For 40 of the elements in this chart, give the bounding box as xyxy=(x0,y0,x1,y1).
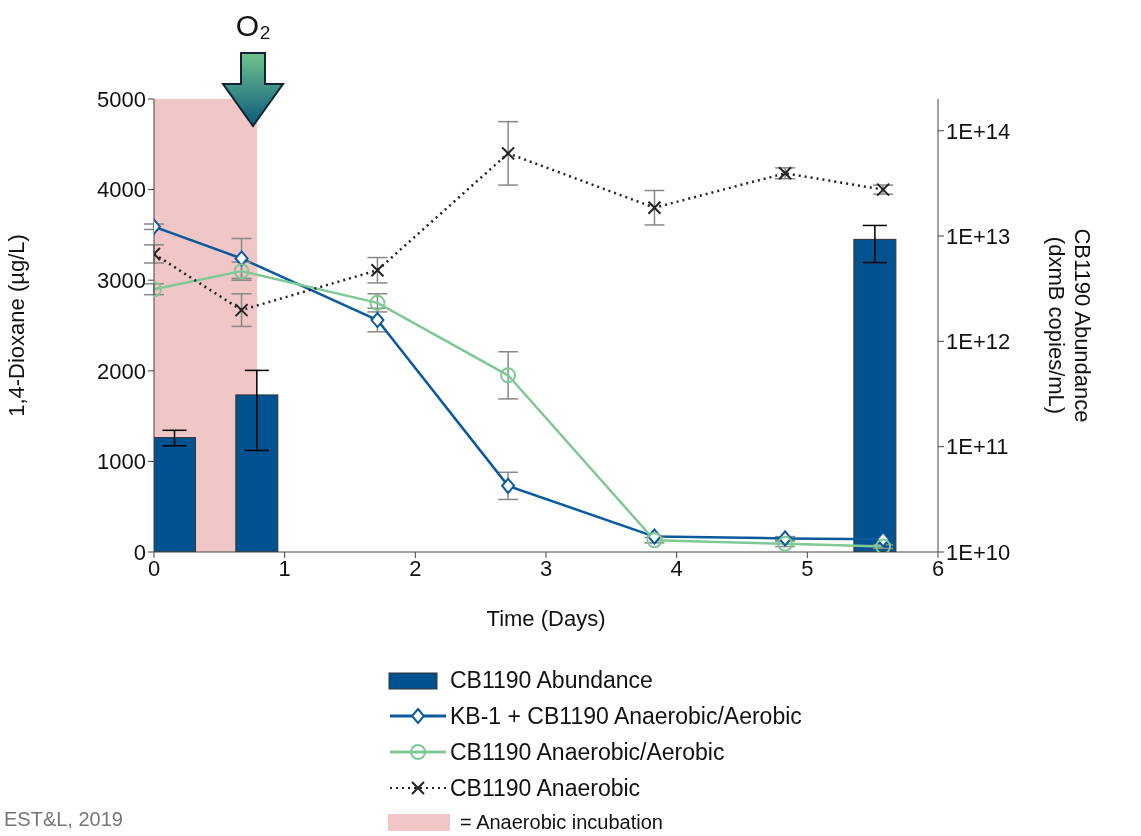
y2-tick-label: 1E+12 xyxy=(946,329,1011,355)
point xyxy=(370,312,385,329)
y2-tick-label: 1E+13 xyxy=(946,223,1011,249)
point xyxy=(647,200,662,215)
annotation: O₂ xyxy=(234,8,272,44)
point xyxy=(501,146,516,161)
y-tick-label: 3000 xyxy=(97,268,146,294)
legend-label: CB1190 Abundance xyxy=(450,666,653,694)
legend-label: KB-1 + CB1190 Anaerobic/Aerobic xyxy=(450,702,802,730)
y-tick-label: 2000 xyxy=(97,358,146,384)
x-tick-label: 4 xyxy=(670,555,683,581)
point xyxy=(876,182,891,197)
y-tick-label: 1000 xyxy=(97,449,146,475)
legend-label: CB1190 Anaerobic xyxy=(450,774,641,802)
y-tick-label: 0 xyxy=(133,539,146,565)
point xyxy=(501,477,516,494)
x-axis-title: Time (Days) xyxy=(486,605,606,631)
point xyxy=(778,166,793,181)
y-tick-label: 5000 xyxy=(97,86,146,112)
x-tick-label: 6 xyxy=(931,555,945,581)
y2-tick-label: 1E+11 xyxy=(946,434,1009,460)
point xyxy=(875,538,892,552)
y2-tick-label: 1E+14 xyxy=(946,118,1011,144)
legend-label: CB1190 Anaerobic/Aerobic xyxy=(450,738,725,766)
point xyxy=(234,303,249,318)
x-tick-label: 1 xyxy=(278,555,291,581)
text: EST&L, 2019 xyxy=(4,808,123,831)
x-tick-label: 2 xyxy=(409,555,422,581)
y2-tick-label: 1E+10 xyxy=(946,539,1011,565)
point xyxy=(500,367,517,384)
legend-label: = Anaerobic incubation xyxy=(460,810,663,834)
x-tick-label: 3 xyxy=(539,555,553,581)
point xyxy=(234,250,249,267)
point xyxy=(777,535,794,552)
x-tick-label: 5 xyxy=(801,555,814,581)
y2-axis-title: CB1190 Abundance (dxmB copies/mL) xyxy=(1044,228,1095,423)
point xyxy=(646,532,663,549)
y-tick-label: 4000 xyxy=(97,177,146,203)
point xyxy=(370,263,385,278)
y-axis-title: 1,4-Dioxane (µg/L) xyxy=(3,234,29,417)
